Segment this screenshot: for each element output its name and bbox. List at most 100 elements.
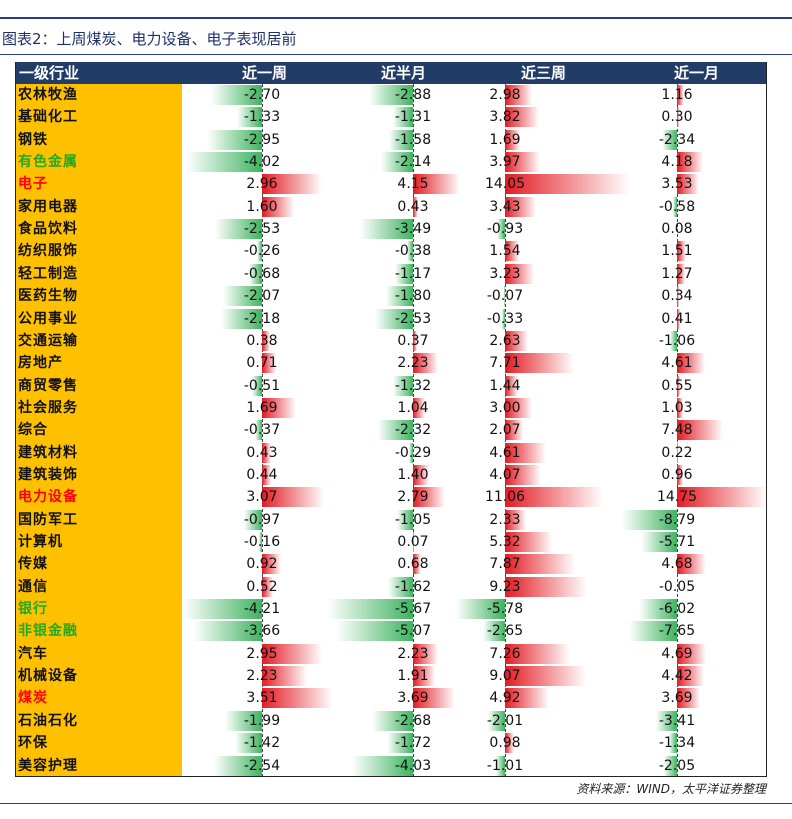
value-week: 3.07	[246, 489, 278, 506]
bar-three-weeks	[505, 263, 534, 284]
value-month: 4.18	[661, 154, 693, 171]
industry-label: 农林牧渔	[18, 87, 78, 103]
industry-label: 商贸零售	[18, 377, 78, 394]
value-three-weeks: 4.61	[489, 444, 521, 461]
value-half-month: 0.07	[397, 534, 429, 550]
value-half-month: 2.79	[397, 489, 429, 506]
industry-label: 煤炭	[18, 690, 48, 707]
bar-month	[670, 330, 677, 351]
bar-half-month	[377, 420, 413, 441]
value-week: -2.54	[243, 757, 281, 774]
value-month: 4.68	[661, 556, 693, 573]
industry-label: 社会服务	[18, 399, 78, 416]
bar-half-month	[327, 599, 413, 620]
bar-three-weeks	[504, 286, 505, 307]
bar-half-month	[386, 733, 413, 754]
bar-three-weeks	[505, 375, 518, 396]
value-half-month: 3.69	[397, 690, 429, 707]
industry-label: 有色金属	[18, 154, 78, 171]
bar-week	[262, 487, 325, 508]
value-three-weeks: 0.98	[489, 735, 521, 752]
value-half-month: -1.32	[394, 377, 432, 394]
bar-week	[235, 733, 262, 754]
value-three-weeks: 7.87	[489, 556, 521, 573]
bar-half-month	[385, 286, 413, 307]
value-week: -2.95	[243, 131, 281, 148]
value-half-month: 1.91	[397, 668, 429, 685]
bar-week	[262, 196, 295, 217]
value-three-weeks: 3.23	[489, 265, 521, 282]
industry-label: 通信	[18, 578, 48, 595]
figure-title: 图表2：上周煤炭、电力设备、电子表现居前	[2, 30, 297, 48]
bar-half-month	[392, 375, 413, 396]
bar-half-month	[393, 107, 413, 128]
bar-half-month	[413, 196, 418, 217]
value-month: 0.22	[661, 444, 693, 461]
value-month: 4.69	[661, 645, 693, 662]
bar-week	[262, 554, 281, 575]
value-week: -0.37	[243, 422, 281, 439]
value-week: 3.51	[246, 690, 278, 707]
bar-week	[183, 599, 262, 620]
bar-week	[186, 152, 262, 173]
bar-three-weeks	[505, 688, 549, 709]
value-month: 4.61	[661, 355, 693, 372]
value-week: 2.96	[246, 176, 278, 193]
bar-three-weeks	[505, 129, 521, 150]
value-three-weeks: 2.07	[489, 422, 521, 439]
value-three-weeks: -0.07	[486, 288, 524, 305]
value-half-month: 1.40	[397, 466, 429, 483]
value-month: 0.30	[661, 109, 693, 126]
bar-month	[677, 464, 683, 485]
value-three-weeks: 4.07	[489, 466, 521, 483]
value-month: -3.41	[658, 712, 696, 729]
bar-half-month	[413, 353, 439, 374]
value-three-weeks: -2.65	[486, 623, 524, 640]
bar-half-month	[413, 688, 455, 709]
value-half-month: -1.58	[394, 131, 432, 148]
value-three-weeks: -2.01	[486, 712, 524, 729]
bar-half-month	[413, 554, 421, 575]
bar-week	[257, 241, 262, 262]
bar-month	[677, 241, 687, 262]
value-week: -4.21	[243, 601, 281, 618]
top-rule	[0, 17, 792, 19]
value-week: -2.53	[243, 221, 281, 238]
value-half-month: -1.05	[394, 511, 432, 528]
industry-label: 食品饮料	[18, 221, 78, 238]
bar-month	[641, 532, 677, 552]
industry-label: 交通运输	[18, 332, 78, 349]
bar-month	[639, 599, 677, 620]
industry-label: 国防军工	[18, 511, 78, 528]
value-month: 0.55	[661, 377, 693, 394]
bar-half-month	[395, 263, 413, 284]
bar-week	[262, 688, 333, 709]
value-three-weeks: -0.33	[486, 310, 524, 327]
value-week: 0.44	[246, 466, 278, 483]
industry-label: 机械设备	[18, 668, 78, 685]
value-month: 0.96	[661, 466, 693, 483]
bar-three-weeks	[505, 666, 586, 687]
value-three-weeks: 7.71	[489, 355, 521, 372]
value-half-month: 1.04	[397, 399, 429, 416]
bar-month	[662, 129, 677, 150]
value-week: -2.18	[243, 310, 281, 327]
bar-month	[677, 442, 679, 463]
value-week: -1.42	[243, 735, 281, 752]
bar-three-weeks	[505, 397, 532, 418]
bar-three-weeks	[505, 509, 526, 530]
header-industry: 一级行业	[19, 64, 80, 82]
industry-label: 美容护理	[18, 757, 78, 774]
value-month: -8.79	[658, 511, 696, 528]
bar-three-weeks	[482, 621, 505, 642]
bar-half-month	[413, 330, 418, 351]
value-month: 14.75	[656, 489, 698, 506]
bar-three-weeks	[505, 152, 541, 173]
value-three-weeks: 3.97	[489, 154, 521, 171]
value-three-weeks: 14.05	[484, 176, 526, 193]
value-month: 1.03	[661, 399, 693, 416]
value-month: -0.05	[658, 578, 696, 595]
bar-week	[223, 286, 262, 307]
value-week: -4.02	[243, 154, 281, 171]
bar-week	[258, 532, 262, 552]
